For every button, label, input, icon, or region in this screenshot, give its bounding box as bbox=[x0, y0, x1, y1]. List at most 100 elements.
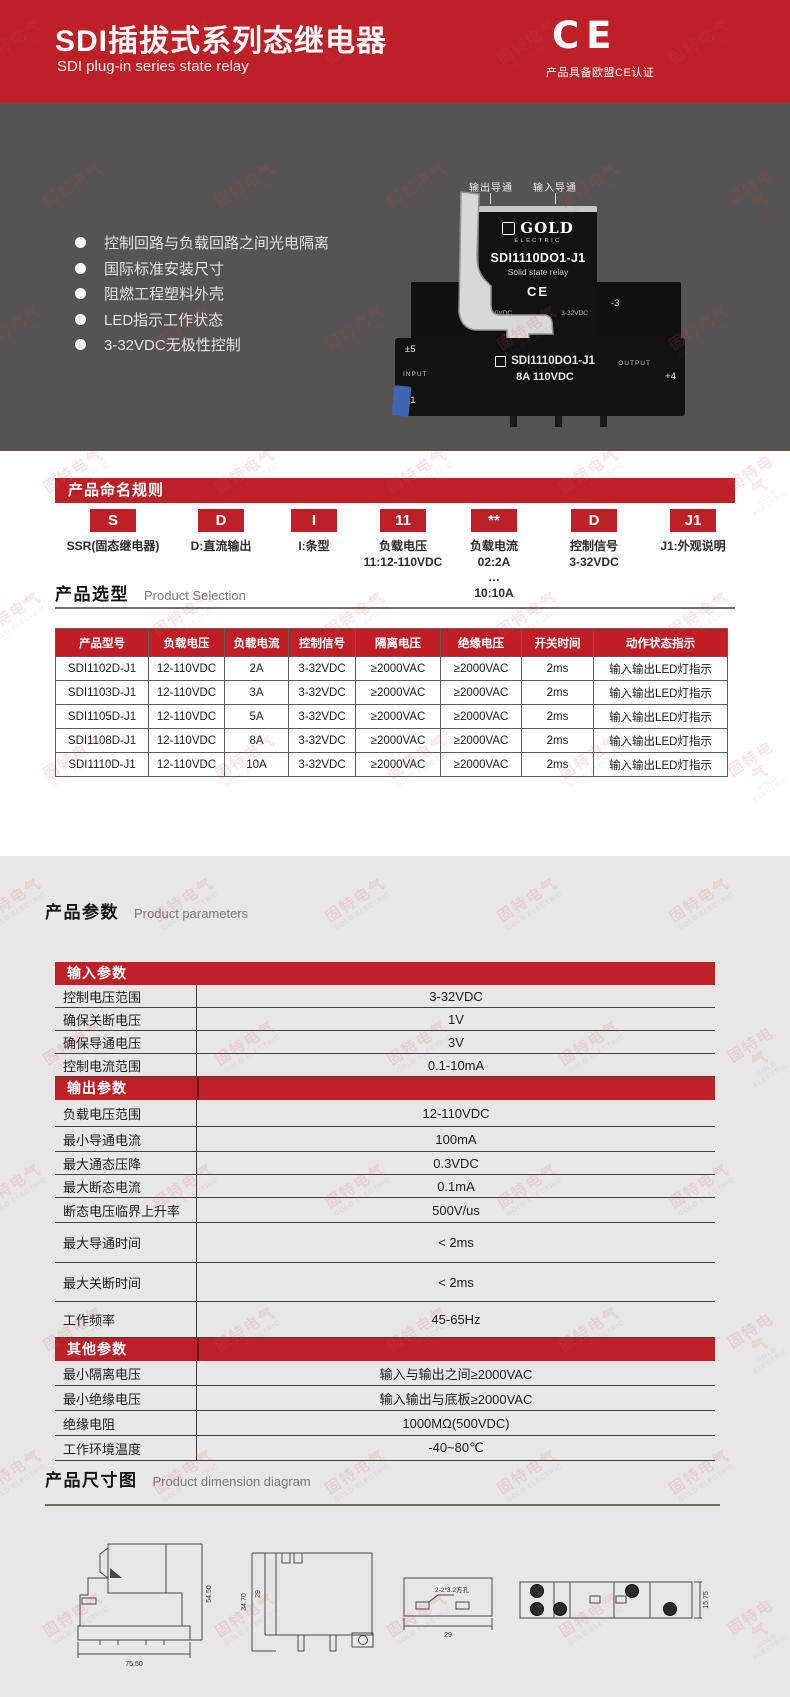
table-row: SDI1102D-J1 12-110VDC 2A 3-32VDC ≥2000VAC ≥20… bbox=[55, 656, 728, 681]
dimensions-title-en: Product dimension diagram bbox=[152, 1474, 311, 1489]
naming-code-label: 控制信号 3-32VDC bbox=[569, 539, 619, 569]
parameter-value: -40~80℃ bbox=[428, 1440, 484, 1455]
socket-marking: SDI1110DO1-J1 8A 110VDC bbox=[465, 355, 625, 383]
dim-front-inner: 29 bbox=[255, 1590, 262, 1598]
parameter-label: 工作环境温度 bbox=[55, 1436, 197, 1460]
table-cell: 5A bbox=[224, 704, 289, 729]
parameter-row: 工作环境温度 -40~80℃ bbox=[55, 1436, 715, 1461]
table-cell: 3A bbox=[224, 680, 289, 705]
selection-heading: 产品选型 Product Selection bbox=[55, 580, 246, 605]
naming-code-block: ** bbox=[471, 509, 517, 532]
dim-top-note: 2-2*3.2方孔 bbox=[435, 1585, 469, 1594]
parameters-title-cn: 产品参数 bbox=[45, 903, 119, 922]
selection-col-header: 负载电压 bbox=[148, 628, 225, 657]
led-label-input: 输入导通 bbox=[533, 183, 577, 194]
parameter-label: 断态电压临界上升率 bbox=[55, 1198, 197, 1222]
table-cell: 2ms bbox=[521, 704, 594, 729]
table-cell: 输入输出LED灯指示 bbox=[593, 728, 728, 753]
parameter-value: 0.1mA bbox=[437, 1178, 475, 1194]
socket-pin bbox=[510, 416, 517, 427]
relay-model: SDI1110DO1-J1 bbox=[490, 251, 586, 265]
ce-certification-note: 产品具备欧盟CE认证 bbox=[546, 67, 655, 79]
parameter-row: 断态电压临界上升率 500V/us bbox=[55, 1198, 715, 1223]
naming-code-block: D bbox=[571, 509, 617, 532]
selection-title-en: Product Selection bbox=[144, 588, 246, 603]
naming-code-label: SSR(固态继电器) bbox=[66, 539, 160, 553]
parameter-label: 最小隔离电压 bbox=[55, 1361, 197, 1385]
feature-item: 3-32VDC无极性控制 bbox=[75, 332, 329, 358]
bullet-icon bbox=[75, 262, 86, 274]
gold-logo-icon bbox=[502, 221, 516, 235]
parameter-row: 最大断态电流 0.1mA bbox=[55, 1175, 715, 1198]
table-cell: ≥2000VAC bbox=[355, 752, 441, 777]
table-cell: 12-110VDC bbox=[148, 728, 225, 753]
table-row: SDI1108D-J1 12-110VDC 8A 3-32VDC ≥2000VAC ≥20… bbox=[55, 728, 728, 753]
table-cell: 2A bbox=[224, 656, 289, 681]
terminal-pm1: ±1 bbox=[405, 395, 416, 406]
parameter-label: 最大关断时间 bbox=[55, 1263, 197, 1301]
dim-front-height: 34.70 bbox=[241, 1593, 248, 1611]
dimensions-title-cn: 产品尺寸图 bbox=[45, 1471, 138, 1490]
naming-code-label: 负载电压 11:12-110VDC bbox=[363, 539, 443, 569]
hero-section: 控制回路与负载回路之间光电隔离 国际标准安装尺寸 阻燃工程塑料外壳 LED指示工作状态… bbox=[0, 103, 790, 451]
feature-text: LED指示工作状态 bbox=[104, 311, 224, 329]
parameter-row: 最大通态压降 0.3VDC bbox=[55, 1152, 715, 1175]
parameter-value: 12-110VDC bbox=[422, 1105, 490, 1121]
table-cell: ≥2000VAC bbox=[440, 656, 522, 681]
table-cell: ≥2000VAC bbox=[355, 680, 441, 705]
dim-side-width: 75.50 bbox=[125, 1661, 143, 1668]
parameter-value: < 2ms bbox=[438, 1235, 474, 1250]
table-cell: 12-110VDC bbox=[148, 704, 225, 729]
dimensions-heading: 产品尺寸图 Product dimension diagram bbox=[45, 1466, 311, 1491]
naming-code-block: J1 bbox=[670, 509, 716, 532]
brand-sub: ELECTRIC bbox=[514, 238, 562, 244]
parameter-group-header: 输出参数 bbox=[55, 1077, 715, 1100]
parameter-value: 3-32VDC bbox=[429, 988, 483, 1004]
pointer-line bbox=[490, 193, 491, 204]
parameter-label: 绝缘电阻 bbox=[55, 1411, 197, 1435]
relay-spec-left: 110VDC bbox=[488, 310, 513, 317]
parameter-value: 输入与输出之间≥2000VAC bbox=[379, 1366, 533, 1382]
parameter-value: 输入输出与底板≥2000VAC bbox=[379, 1391, 533, 1407]
table-cell: 3-32VDC bbox=[288, 656, 356, 681]
socket-pin bbox=[600, 416, 607, 427]
dimension-plan-view: 15.75 bbox=[512, 1570, 710, 1634]
parameter-group-header: 其他参数 bbox=[55, 1338, 715, 1361]
retaining-clip bbox=[458, 191, 554, 347]
table-cell: ≥2000VAC bbox=[355, 728, 441, 753]
table-cell: 12-110VDC bbox=[148, 680, 225, 705]
naming-code-label: 负载电流 02:2A… 10:10A bbox=[469, 539, 518, 600]
table-cell: ≥2000VAC bbox=[355, 656, 441, 681]
parameter-value: 1000MΩ(500VDC) bbox=[402, 1415, 510, 1431]
gold-logo-icon bbox=[495, 355, 507, 367]
socket-base: ±5 INPUT ±1 OUTPUT +4 SDI1110DO1-J1 8A 1… bbox=[395, 338, 685, 416]
table-cell: 12-110VDC bbox=[148, 752, 225, 777]
parameter-row: 负载电压范围 12-110VDC bbox=[55, 1100, 715, 1127]
relay-ce-mark: CE bbox=[526, 284, 550, 299]
feature-item: LED指示工作状态 bbox=[75, 307, 329, 333]
parameters-background bbox=[0, 856, 790, 1697]
terminal-pm5: ±5 bbox=[405, 344, 416, 355]
led-label-output: 输出导通 bbox=[469, 183, 513, 194]
relay-type-line: Solid state relay bbox=[507, 267, 569, 277]
parameter-row: 最小导通电流 100mA bbox=[55, 1127, 715, 1152]
brand-name: GOLD bbox=[520, 219, 574, 237]
table-cell: SDI1105D-J1 bbox=[55, 704, 149, 729]
feature-item: 阻燃工程塑料外壳 bbox=[75, 281, 329, 307]
divider bbox=[55, 607, 735, 609]
bullet-icon bbox=[75, 288, 86, 300]
parameter-row: 最小绝缘电压 输入输出与底板≥2000VAC bbox=[55, 1386, 715, 1411]
parameter-value: 45-65Hz bbox=[431, 1312, 481, 1327]
table-cell: 2ms bbox=[521, 656, 594, 681]
table-cell: 2ms bbox=[521, 680, 594, 705]
page-subtitle: SDI plug-in series state relay bbox=[57, 58, 249, 75]
table-row: SDI1110D-J1 12-110VDC 10A 3-32VDC ≥2000VAC ≥2… bbox=[55, 752, 728, 777]
parameter-row: 工作频率 45-65Hz bbox=[55, 1302, 715, 1338]
table-cell: 8A bbox=[224, 728, 289, 753]
selection-col-header: 隔离电压 bbox=[355, 628, 441, 657]
table-cell: ≥2000VAC bbox=[440, 728, 522, 753]
socket-model: SDI1110DO1-J1 bbox=[511, 355, 595, 367]
naming-code-label: D:直流输出 bbox=[190, 539, 252, 553]
